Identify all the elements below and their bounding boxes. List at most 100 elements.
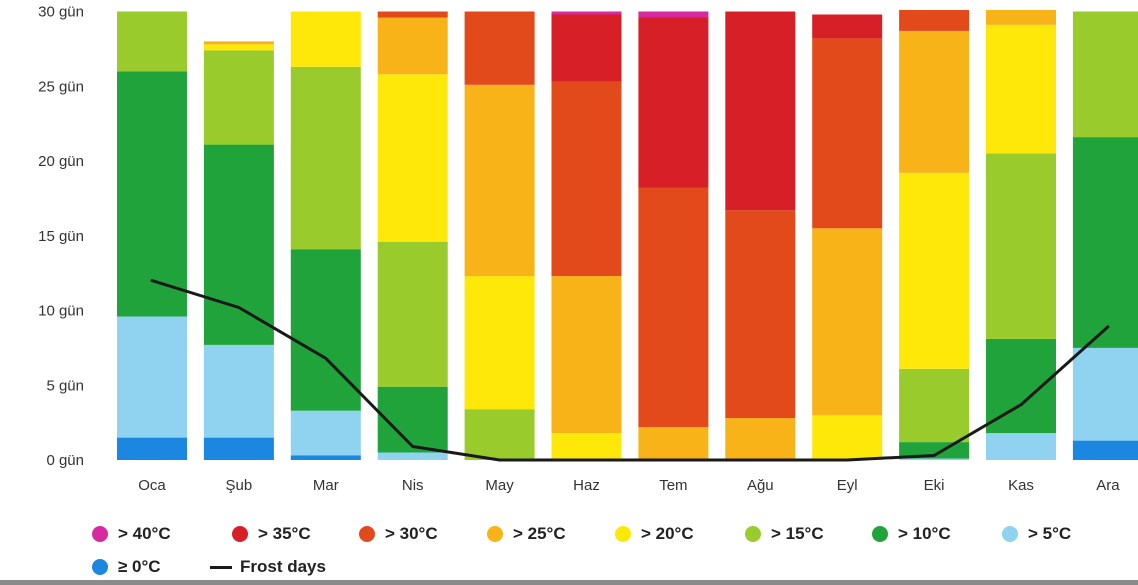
bar-segment: [551, 81, 622, 277]
y-tick-label: 0 gün: [46, 452, 84, 469]
bar-segment: [725, 418, 796, 460]
legend-label: ≥ 0°C: [118, 557, 161, 576]
bar-segment: [203, 50, 274, 145]
y-axis-ticks: 0 gün 5 gün 10 gün 15 gün 20 gün 25 gün 30 gün: [38, 4, 84, 470]
bar-segment: [290, 66, 361, 250]
legend-swatch-icon: [92, 559, 108, 575]
bar-segment: [899, 368, 970, 443]
legend-swatch-icon: [745, 526, 761, 542]
legend-item-25[interactable]: > 25°C: [487, 524, 566, 544]
x-tick-label: Nis: [402, 477, 424, 494]
x-tick-label: Kas: [1008, 477, 1034, 494]
legend-item-0[interactable]: ≥ 0°C: [92, 557, 161, 577]
legend-label: > 25°C: [513, 524, 566, 543]
y-tick-label: 15 gün: [38, 228, 84, 245]
bar-segment: [203, 144, 274, 345]
legend-swatch-icon: [359, 526, 375, 542]
bar-segment: [1072, 137, 1138, 348]
x-tick-label: Eki: [924, 477, 945, 494]
bar-segment: [290, 455, 361, 460]
y-tick-label: 10 gün: [38, 303, 84, 320]
bar-segment: [203, 344, 274, 438]
bar-segment: [290, 11, 361, 67]
y-tick-label: 25 gün: [38, 78, 84, 95]
bar-segment: [899, 458, 970, 460]
legend-item-20[interactable]: > 20°C: [615, 524, 694, 544]
bar-segment: [551, 276, 622, 434]
x-tick-label: Tem: [659, 477, 687, 494]
y-tick-label: 30 gün: [38, 4, 84, 21]
bar-segment: [377, 452, 448, 460]
bar-segment: [464, 84, 535, 277]
bar-segment: [551, 11, 622, 15]
legend-item-15[interactable]: > 15°C: [745, 524, 824, 544]
bar-segment: [203, 44, 274, 51]
bar-segment: [899, 173, 970, 369]
bar-segment: [464, 276, 535, 410]
legend-label: > 5°C: [1028, 524, 1072, 543]
x-tick-label: Mar: [313, 477, 339, 494]
frost-days-line: [150, 279, 1110, 462]
bar-segment: [725, 210, 796, 419]
legend-swatch-icon: [487, 526, 503, 542]
bar-segment: [377, 241, 448, 387]
bottom-divider: [0, 580, 1138, 585]
bar-segment: [638, 427, 709, 460]
x-tick-label: Ağu: [747, 477, 774, 494]
legend-item-30[interactable]: > 30°C: [359, 524, 438, 544]
bar-segment: [986, 433, 1056, 460]
frost-line-icon: [210, 565, 232, 569]
frost-days-layer: [150, 279, 1110, 462]
legend-label: > 30°C: [385, 524, 438, 543]
x-tick-label: May: [485, 477, 514, 494]
legend-label: > 20°C: [641, 524, 694, 543]
bar-segment: [899, 30, 970, 173]
bar-segment: [899, 10, 970, 31]
legend-swatch-icon: [1002, 526, 1018, 542]
legend-item-40[interactable]: > 40°C: [92, 524, 171, 544]
bar-segment: [1072, 11, 1138, 138]
bar-segment: [377, 17, 448, 75]
bars-layer: [117, 10, 1138, 460]
bar-segment: [377, 11, 448, 18]
bar-segment: [1072, 440, 1138, 460]
legend-swatch-icon: [92, 526, 108, 542]
legend-item-10[interactable]: > 10°C: [872, 524, 951, 544]
bar-segment: [812, 14, 883, 39]
bar-segment: [203, 41, 274, 45]
legend-label: > 35°C: [258, 524, 311, 543]
bar-segment: [464, 409, 535, 460]
legend-swatch-icon: [615, 526, 631, 542]
bar-segment: [117, 71, 187, 317]
bar-segment: [1072, 347, 1138, 441]
legend-item-frost-days[interactable]: Frost days: [210, 557, 326, 577]
legend-item-5[interactable]: > 5°C: [1002, 524, 1071, 544]
legend-swatch-icon: [232, 526, 248, 542]
bar-segment: [725, 11, 796, 211]
bar-segment: [986, 10, 1056, 25]
bar-segment: [117, 316, 187, 438]
bar-segment: [812, 415, 883, 460]
bar-segment: [377, 386, 448, 453]
legend-label: > 40°C: [118, 524, 171, 543]
y-tick-label: 20 gün: [38, 153, 84, 170]
legend-label: Frost days: [240, 557, 326, 576]
legend-item-35[interactable]: > 35°C: [232, 524, 311, 544]
bar-segment: [203, 437, 274, 460]
bar-segment: [638, 11, 709, 18]
bar-segment: [377, 74, 448, 242]
bar-segment: [551, 433, 622, 460]
x-tick-label: Haz: [573, 477, 600, 494]
bar-segment: [986, 25, 1056, 154]
bar-segment: [464, 11, 535, 85]
bar-segment: [812, 38, 883, 229]
bar-segment: [638, 187, 709, 428]
legend-label: > 15°C: [771, 524, 824, 543]
legend-swatch-icon: [872, 526, 888, 542]
bar-segment: [117, 437, 187, 460]
x-tick-label: Şub: [226, 477, 253, 494]
bar-segment: [986, 153, 1056, 339]
y-tick-label: 5 gün: [46, 377, 84, 394]
bar-segment: [117, 11, 187, 72]
bar-segment: [638, 17, 709, 188]
